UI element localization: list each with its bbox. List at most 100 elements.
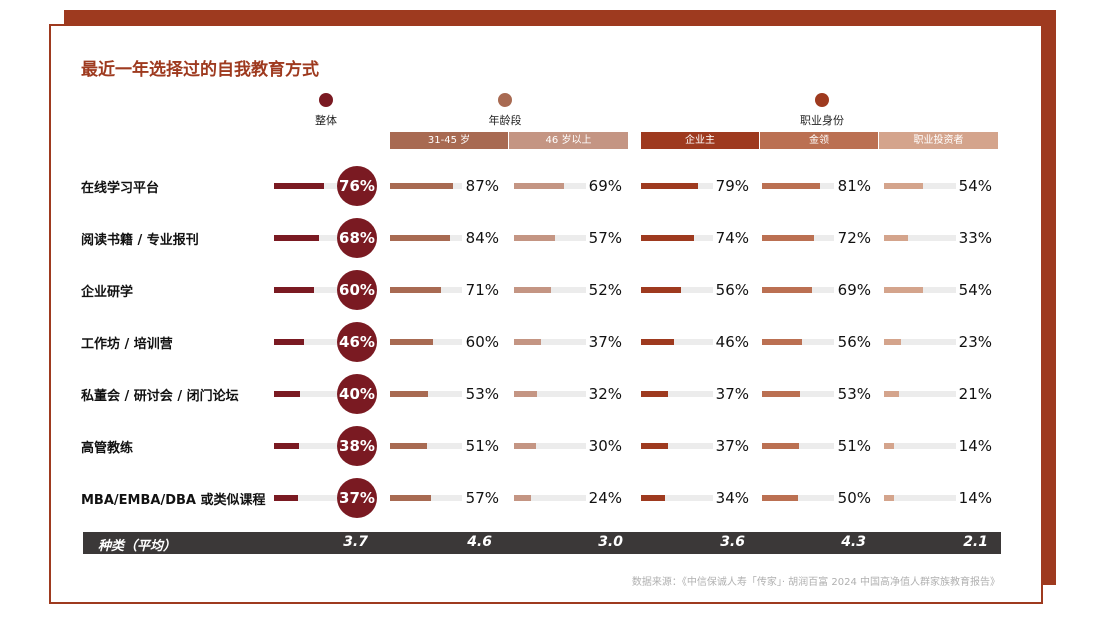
value-label: 24%	[588, 489, 622, 507]
bar-age_31_45	[390, 287, 442, 293]
value-label: 56%	[837, 333, 871, 351]
bar-age_31_45	[390, 183, 453, 189]
bar-track	[274, 235, 340, 241]
overall-value-bubble: 46%	[337, 322, 377, 362]
bar-track	[514, 443, 586, 449]
bar-track	[884, 183, 956, 189]
bar-track	[641, 495, 713, 501]
chart-title: 最近一年选择过的自我教育方式	[81, 60, 319, 80]
value-label: 52%	[588, 281, 622, 299]
bar-track	[641, 235, 713, 241]
value-label: 72%	[837, 229, 871, 247]
bar-age_31_45	[390, 443, 427, 449]
bar-entrepreneur	[641, 287, 682, 293]
bar-track	[514, 235, 586, 241]
bar-track	[274, 443, 340, 449]
bar-track	[390, 183, 462, 189]
bar-track	[390, 235, 462, 241]
category-label: 私董会 / 研讨会 / 闭门论坛	[81, 389, 239, 404]
value-label: 37%	[588, 333, 622, 351]
average-value: 2.1	[963, 534, 988, 550]
bar-age_46_plus	[514, 183, 564, 189]
value-label: 69%	[588, 177, 622, 195]
bar-track	[641, 391, 713, 397]
overall-value-bubble: 76%	[337, 166, 377, 206]
bar-overall	[274, 443, 300, 449]
group-label-age: 年龄段	[488, 114, 522, 127]
bar-overall	[274, 391, 301, 397]
value-label: 53%	[837, 385, 871, 403]
bar-age_46_plus	[514, 495, 532, 501]
overall-value-bubble: 38%	[337, 426, 377, 466]
bar-track	[514, 183, 586, 189]
value-label: 84%	[465, 229, 499, 247]
bar-age_31_45	[390, 235, 451, 241]
bar-investor	[884, 443, 895, 449]
bar-track	[274, 391, 340, 397]
value-label: 54%	[958, 281, 992, 299]
bar-track	[274, 287, 340, 293]
value-label: 81%	[837, 177, 871, 195]
bar-track	[390, 287, 462, 293]
bar-entrepreneur	[641, 339, 675, 345]
overall-value-bubble: 37%	[337, 478, 377, 518]
bar-track	[514, 287, 586, 293]
subheader-age-46-plus: 46 岁以上	[509, 132, 628, 149]
bar-white_collar	[762, 235, 814, 241]
value-label: 21%	[958, 385, 992, 403]
bar-age_31_45	[390, 339, 434, 345]
overall-value-bubble: 68%	[337, 218, 377, 258]
source-note: 数据来源：《中信保诚人寿「传家」· 胡润百富 2024 中国高净值人群家族教育报…	[631, 577, 1000, 588]
bar-age_46_plus	[514, 443, 536, 449]
average-value: 3.0	[598, 534, 623, 550]
bar-track	[641, 287, 713, 293]
overall-value-bubble: 40%	[337, 374, 377, 414]
bar-age_31_45	[390, 495, 432, 501]
average-value: 3.7	[343, 534, 368, 550]
bar-track	[514, 495, 586, 501]
group-label-occupation: 职业身份	[800, 114, 844, 127]
bar-track	[390, 339, 462, 345]
bar-age_46_plus	[514, 339, 541, 345]
bar-track	[884, 235, 956, 241]
category-label: 工作坊 / 培训营	[81, 337, 173, 352]
category-label: 高管教练	[81, 441, 134, 456]
bar-age_31_45	[390, 391, 429, 397]
bar-track	[390, 495, 462, 501]
subheader-white-collar: 金领	[760, 132, 878, 149]
value-label: 71%	[465, 281, 499, 299]
value-label: 87%	[465, 177, 499, 195]
bar-investor	[884, 495, 895, 501]
bar-track	[514, 391, 586, 397]
bar-track	[274, 339, 340, 345]
bar-investor	[884, 183, 923, 189]
bar-entrepreneur	[641, 235, 695, 241]
bar-track	[884, 391, 956, 397]
bar-overall	[274, 339, 305, 345]
value-label: 53%	[465, 385, 499, 403]
bar-track	[762, 183, 834, 189]
value-label: 37%	[715, 437, 749, 455]
bar-track	[762, 339, 834, 345]
bar-overall	[274, 495, 299, 501]
bar-track	[641, 183, 713, 189]
subheader-entrepreneur: 企业主	[641, 132, 759, 149]
bar-investor	[884, 391, 900, 397]
bar-white_collar	[762, 495, 798, 501]
value-label: 34%	[715, 489, 749, 507]
bar-investor	[884, 235, 908, 241]
bar-track	[762, 391, 834, 397]
group-dot-occupation	[815, 93, 829, 107]
bar-age_46_plus	[514, 391, 538, 397]
overall-value-bubble: 60%	[337, 270, 377, 310]
average-label: 种类（平均）	[98, 539, 177, 554]
bar-white_collar	[762, 339, 803, 345]
value-label: 56%	[715, 281, 749, 299]
value-label: 32%	[588, 385, 622, 403]
bar-entrepreneur	[641, 391, 668, 397]
bar-age_46_plus	[514, 287, 552, 293]
value-label: 50%	[837, 489, 871, 507]
chart-card	[49, 24, 1043, 604]
value-label: 69%	[837, 281, 871, 299]
bar-track	[884, 339, 956, 345]
